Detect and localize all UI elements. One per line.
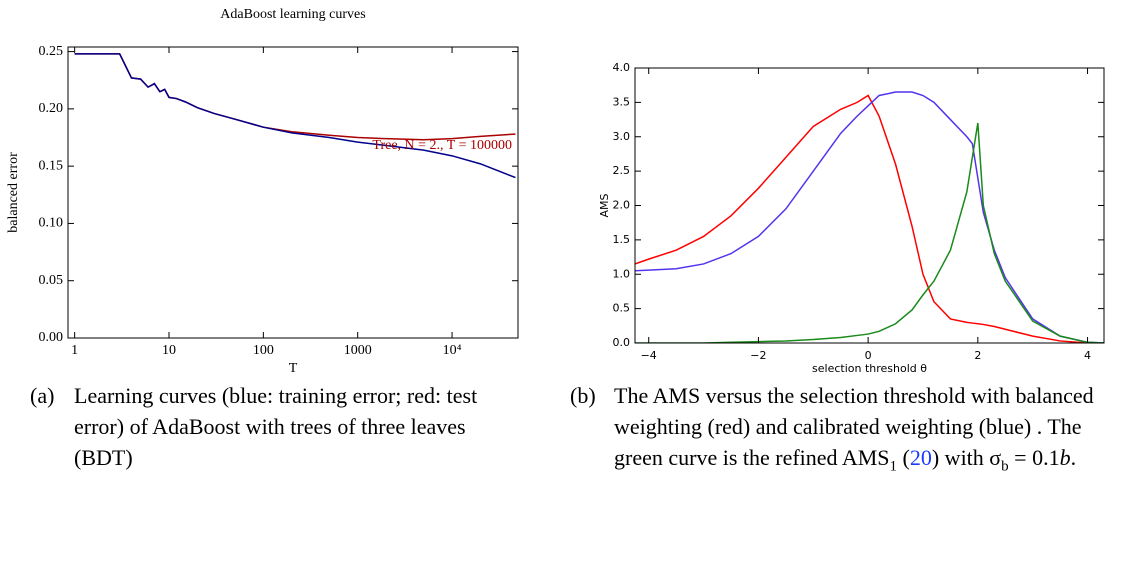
y-tick-label: 2.0	[613, 199, 631, 212]
caption-text: Learning curves (blue: training error; r…	[74, 383, 478, 470]
chart: 1 10 100 1000 10⁴ 0.00 0.05 0.10 0.15 0.20 0.25 Ada…	[6, 7, 519, 375]
x-axis-label: T	[289, 361, 298, 375]
caption-text: ) with σ	[931, 445, 1002, 470]
y-tick-label: 0.0	[613, 336, 631, 349]
data-line	[635, 94, 1104, 343]
chart: −4 −2 0 2 4 0.0 0.5 1.0 1.5 2.0 2.5 3.0 3.5 4.0 select…	[598, 61, 1105, 375]
data-line	[635, 122, 1104, 343]
figure: 1 10 100 1000 10⁴0.000.050.100.150.200.25Ada…	[6, 7, 1105, 375]
y-tick-label: 0.05	[39, 273, 64, 288]
y-tick-label: 1.5	[613, 233, 631, 246]
x-tick-label: 10	[162, 343, 176, 358]
x-tick-label: −2	[750, 349, 766, 362]
y-tick-label: 0.15	[39, 158, 64, 173]
caption-label: (a)	[30, 383, 55, 408]
axes-frame	[634, 67, 1105, 344]
y-tick-label: 3.5	[613, 95, 631, 108]
y-tick-label: 0.5	[613, 302, 631, 315]
x-axis-label: selection threshold θ	[812, 362, 927, 375]
annotation: Tree, N = 2., T = 100000	[372, 138, 512, 153]
x-tick-label: 1	[71, 343, 78, 358]
x-tick-label: 1000	[344, 343, 372, 358]
plot-area	[74, 53, 516, 179]
data-line	[635, 91, 1104, 343]
caption-sub: b	[1001, 458, 1009, 475]
y-tick-label: 1.0	[613, 267, 631, 280]
x-tick-label: −4	[641, 349, 657, 362]
caption-text: The AMS versus the selection threshold w…	[614, 383, 1094, 470]
y-tick-label: 0.20	[39, 101, 64, 116]
x-tick-label: 4	[1084, 349, 1091, 362]
chart-title: AdaBoost learning curves	[220, 7, 365, 22]
x-tick-label: 100	[253, 343, 274, 358]
y-tick-label: 3.0	[613, 130, 631, 143]
caption-sub: 1	[889, 458, 898, 475]
caption-text: = 0.1	[1008, 445, 1060, 470]
plot-area	[635, 91, 1104, 343]
caption-ref[interactable]: 20	[909, 445, 932, 470]
y-tick-label: 2.5	[613, 164, 631, 177]
caption-b: (b) The AMS versus the selection threshol…	[570, 380, 1109, 475]
y-axis-label: AMS	[598, 193, 611, 217]
caption-a: (a) Learning curves (blue: training erro…	[30, 380, 514, 473]
caption-text: .	[1070, 445, 1077, 470]
x-tick-label: 0	[865, 349, 872, 362]
caption-label: (b)	[570, 383, 596, 408]
data-line	[74, 53, 516, 141]
axes-frame	[67, 46, 519, 339]
x-tick-label: 10⁴	[443, 343, 462, 358]
y-axis-label: balanced error	[6, 152, 21, 233]
caption-text: (	[897, 445, 910, 470]
caption-text: b	[1059, 445, 1071, 470]
y-tick-label: 4.0	[613, 61, 631, 74]
y-tick-label: 0.00	[39, 330, 64, 345]
y-tick-label: 0.25	[39, 44, 64, 59]
x-tick-label: 2	[974, 349, 981, 362]
y-tick-label: 0.10	[39, 216, 64, 231]
data-line	[74, 53, 516, 179]
